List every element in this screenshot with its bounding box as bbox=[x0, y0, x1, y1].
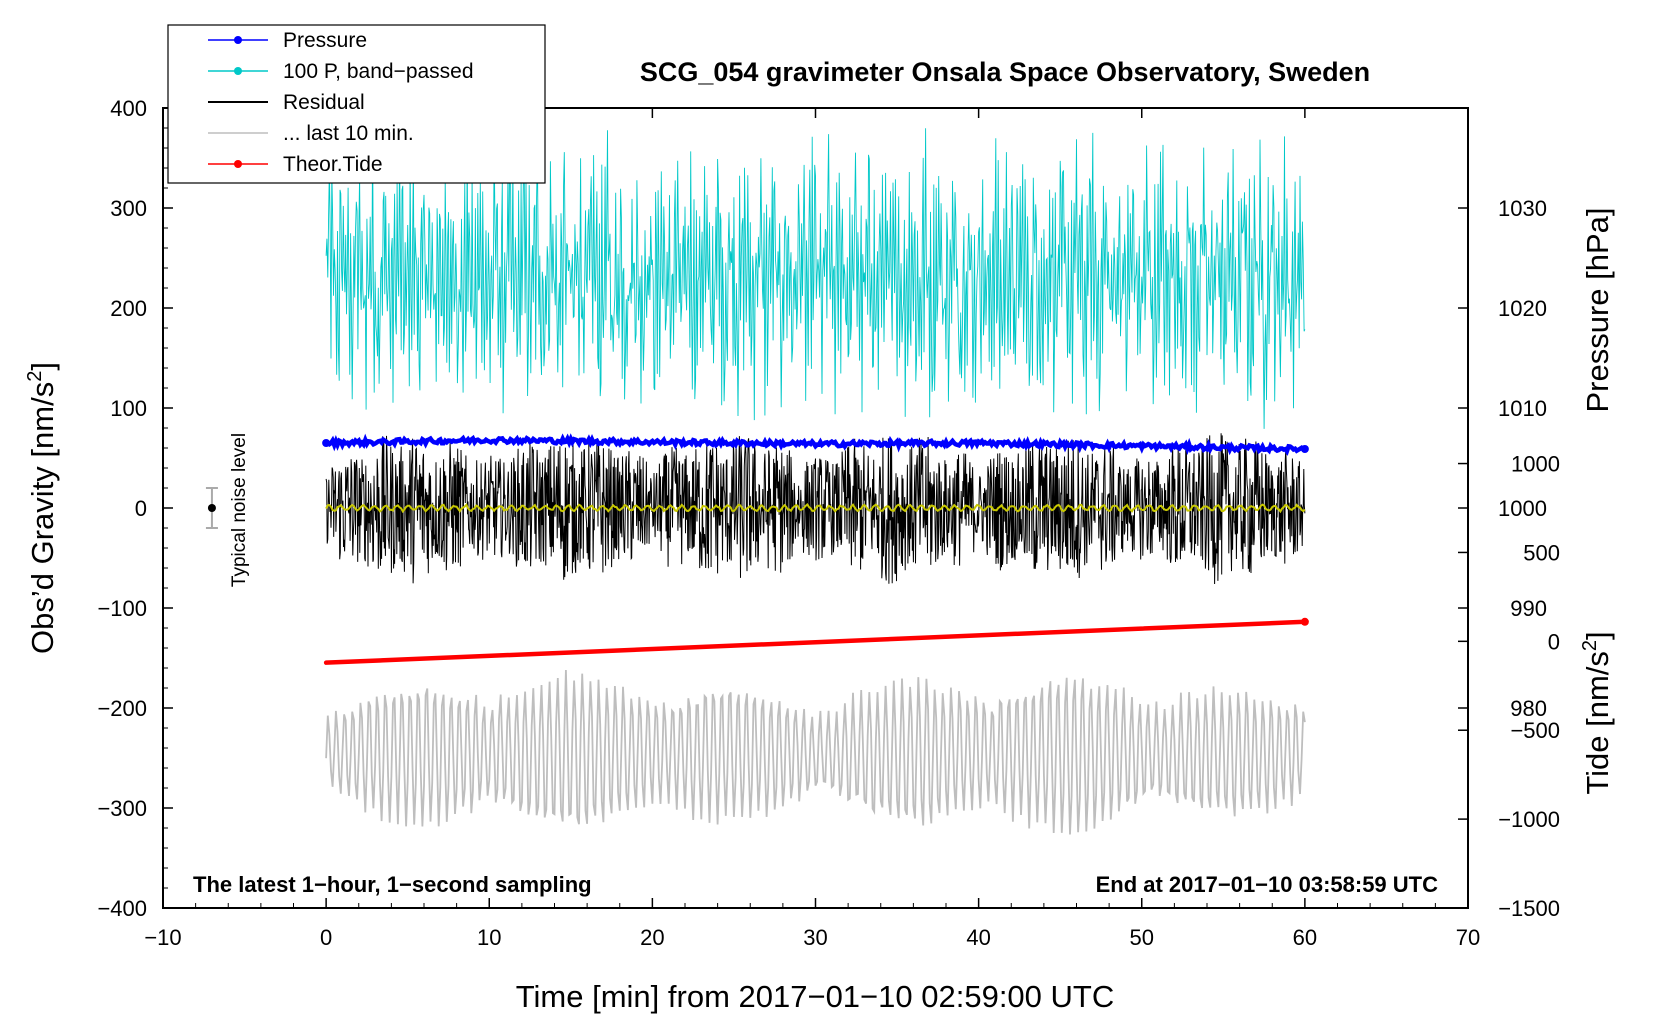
last10-line bbox=[325, 669, 1306, 835]
y-right-bottom-label-sup: 2 bbox=[1579, 640, 1601, 651]
tide-tick-label: 500 bbox=[1523, 540, 1560, 565]
y-axis-label-close: ] bbox=[25, 362, 60, 371]
legend-marker bbox=[234, 36, 242, 44]
pressure-end-marker bbox=[1300, 445, 1309, 453]
last10-series bbox=[325, 669, 1306, 835]
pressure-tick-label: 980 bbox=[1510, 696, 1547, 721]
noise-point bbox=[207, 504, 216, 512]
residual-smoothed-line bbox=[325, 503, 1306, 514]
residual-series bbox=[325, 433, 1306, 585]
legend: Pressure 100 P, band−passed Residual ... la… bbox=[167, 24, 546, 184]
pressure-start-marker bbox=[322, 439, 331, 447]
pressure-line bbox=[324, 433, 1306, 456]
tide-series bbox=[323, 617, 1309, 665]
bandpassed-series bbox=[325, 128, 1306, 429]
y-axis-label: Obs’d Gravity [nm/s2] bbox=[24, 362, 60, 654]
y-tick-label: 200 bbox=[110, 296, 147, 321]
x-tick-label: 0 bbox=[320, 925, 332, 950]
y-tick-label: −300 bbox=[97, 796, 147, 821]
tide-tick-label: −500 bbox=[1510, 718, 1560, 743]
y-right-bottom-label-close: ] bbox=[1580, 631, 1615, 640]
x-tick-label: 10 bbox=[477, 925, 501, 950]
x-tick-label: −10 bbox=[144, 925, 181, 950]
x-tick-label: 30 bbox=[803, 925, 827, 950]
y-tick-label: 0 bbox=[135, 496, 147, 521]
tide-tick-label: 0 bbox=[1548, 629, 1560, 654]
noise-marker bbox=[205, 487, 218, 529]
x-tick-label: 50 bbox=[1130, 925, 1154, 950]
noise-label: Typical noise level bbox=[229, 433, 250, 587]
y-right-bottom-label-text: Tide [nm/s bbox=[1580, 651, 1615, 795]
y-right-top-label: Pressure [hPa] bbox=[1580, 207, 1615, 412]
pressure-tick-label: 990 bbox=[1510, 596, 1547, 621]
annotation-right: End at 2017−01−10 03:58:59 UTC bbox=[1096, 872, 1439, 897]
legend-label: 100 P, band−passed bbox=[283, 60, 474, 83]
bandpassed-line bbox=[325, 128, 1306, 429]
x-tick-label: 70 bbox=[1456, 925, 1480, 950]
y-right-bottom-label: Tide [nm/s2] bbox=[1579, 631, 1615, 794]
x-tick-label: 40 bbox=[966, 925, 990, 950]
legend-box bbox=[167, 24, 546, 184]
x-tick-label: 60 bbox=[1293, 925, 1317, 950]
y-tick-label: −200 bbox=[97, 696, 147, 721]
pressure-tick-label: 1030 bbox=[1498, 196, 1547, 221]
x-axis-label: Time [min] from 2017−01−10 02:59:00 UTC bbox=[516, 979, 1115, 1014]
residual-smoothed-series bbox=[325, 503, 1306, 514]
pressure-series bbox=[322, 433, 1309, 456]
tide-tick-label: 1000 bbox=[1511, 452, 1560, 477]
legend-marker bbox=[234, 67, 242, 75]
legend-label: Pressure bbox=[283, 29, 367, 52]
legend-label: Residual bbox=[283, 91, 365, 114]
x-tick-label: 20 bbox=[640, 925, 664, 950]
tide-tick-label: −1500 bbox=[1498, 896, 1560, 921]
y-tick-label: −400 bbox=[97, 896, 147, 921]
y-tick-label: 400 bbox=[110, 96, 147, 121]
y-axis-label-text: Obs’d Gravity [nm/s bbox=[25, 382, 60, 654]
legend-label: Theor.Tide bbox=[283, 153, 383, 176]
y-tick-label: −100 bbox=[97, 596, 147, 621]
legend-label: ... last 10 min. bbox=[283, 122, 414, 145]
residual-line bbox=[325, 433, 1306, 585]
annotation-left: The latest 1−hour, 1−second sampling bbox=[193, 872, 592, 897]
tide-line bbox=[323, 619, 1308, 665]
pressure-tick-label: 1020 bbox=[1498, 296, 1547, 321]
tide-tick-label: −1000 bbox=[1498, 807, 1560, 832]
pressure-tick-label: 1010 bbox=[1498, 396, 1547, 421]
tide-end-marker bbox=[1300, 617, 1309, 626]
chart-title: SCG_054 gravimeter Onsala Space Observat… bbox=[640, 57, 1370, 87]
pressure-tick-label: 1000 bbox=[1498, 496, 1547, 521]
y-tick-label: 100 bbox=[110, 396, 147, 421]
y-axis-label-sup: 2 bbox=[24, 371, 46, 382]
axes: −10 0 10 20 30 40 50 60 704003002001000−100−200−… bbox=[97, 96, 1560, 950]
y-tick-label: 300 bbox=[110, 196, 147, 221]
legend-marker bbox=[234, 160, 242, 168]
